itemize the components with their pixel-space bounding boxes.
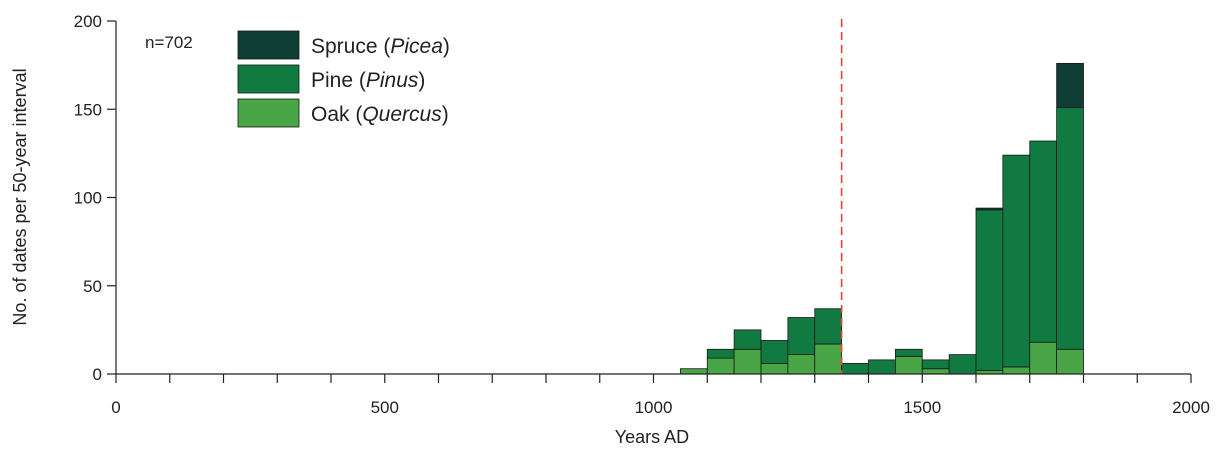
y-tick-label-150: 150 bbox=[74, 100, 102, 119]
bar-oak-1100 bbox=[706, 357, 735, 375]
bar-oak-1450 bbox=[894, 355, 923, 375]
bar-oak-1700 bbox=[1029, 341, 1058, 375]
x-tick-label-500: 500 bbox=[371, 398, 399, 417]
legend: Spruce (Picea) Pine (Pinus) Oak (Quercus) bbox=[237, 30, 450, 128]
bar-pine-1500 bbox=[921, 359, 950, 370]
y-tick-label-200: 200 bbox=[74, 12, 102, 31]
bar-spruce-1600 bbox=[975, 207, 1004, 211]
bar-pine-1350 bbox=[841, 363, 869, 375]
bar-oak-1200 bbox=[760, 363, 789, 375]
bar-pine-1150 bbox=[733, 329, 762, 350]
legend-label-pine: Pine (Pinus) bbox=[311, 69, 425, 92]
bars-layer bbox=[679, 62, 1084, 375]
x-tick-label-0: 0 bbox=[111, 398, 120, 417]
bar-pine-1600 bbox=[975, 209, 1004, 371]
x-tick-label-1500: 1500 bbox=[903, 398, 941, 417]
y-tick-label-0: 0 bbox=[93, 365, 102, 384]
x-axis-title: Years AD bbox=[615, 427, 689, 447]
y-tick-label-50: 50 bbox=[83, 277, 102, 296]
bar-pine-1450 bbox=[894, 348, 923, 357]
y-axis-title: No. of dates per 50-year interval bbox=[10, 68, 30, 325]
bar-pine-1300 bbox=[814, 308, 843, 345]
bar-pine-1100 bbox=[706, 348, 735, 359]
bar-pine-1700 bbox=[1029, 140, 1058, 343]
legend-swatch-pine bbox=[237, 64, 300, 94]
legend-label-oak: Oak (Quercus) bbox=[311, 103, 449, 126]
bar-pine-1650 bbox=[1002, 154, 1031, 368]
bar-oak-1250 bbox=[787, 354, 816, 375]
legend-label-spruce: Spruce (Picea) bbox=[311, 35, 450, 58]
n-annotation: n=702 bbox=[145, 33, 193, 52]
bar-pine-1200 bbox=[760, 340, 789, 364]
bar-oak-1650 bbox=[1002, 366, 1031, 375]
bar-pine-1750 bbox=[1056, 107, 1084, 350]
bar-oak-1500 bbox=[921, 368, 950, 375]
legend-swatch-oak bbox=[237, 98, 300, 128]
bar-pine-1550 bbox=[948, 354, 977, 375]
y-tick-label-100: 100 bbox=[74, 189, 102, 208]
x-tick-label-1000: 1000 bbox=[635, 398, 673, 417]
x-tick-label-2000: 2000 bbox=[1172, 398, 1210, 417]
bar-spruce-1750 bbox=[1056, 62, 1084, 108]
bar-pine-1250 bbox=[787, 317, 816, 355]
bar-oak-1750 bbox=[1056, 348, 1084, 375]
bar-oak-1150 bbox=[733, 348, 762, 375]
bar-oak-1300 bbox=[814, 343, 843, 375]
bar-oak-1050 bbox=[679, 368, 708, 375]
legend-swatch-spruce bbox=[237, 30, 300, 60]
bar-pine-1400 bbox=[868, 359, 896, 375]
